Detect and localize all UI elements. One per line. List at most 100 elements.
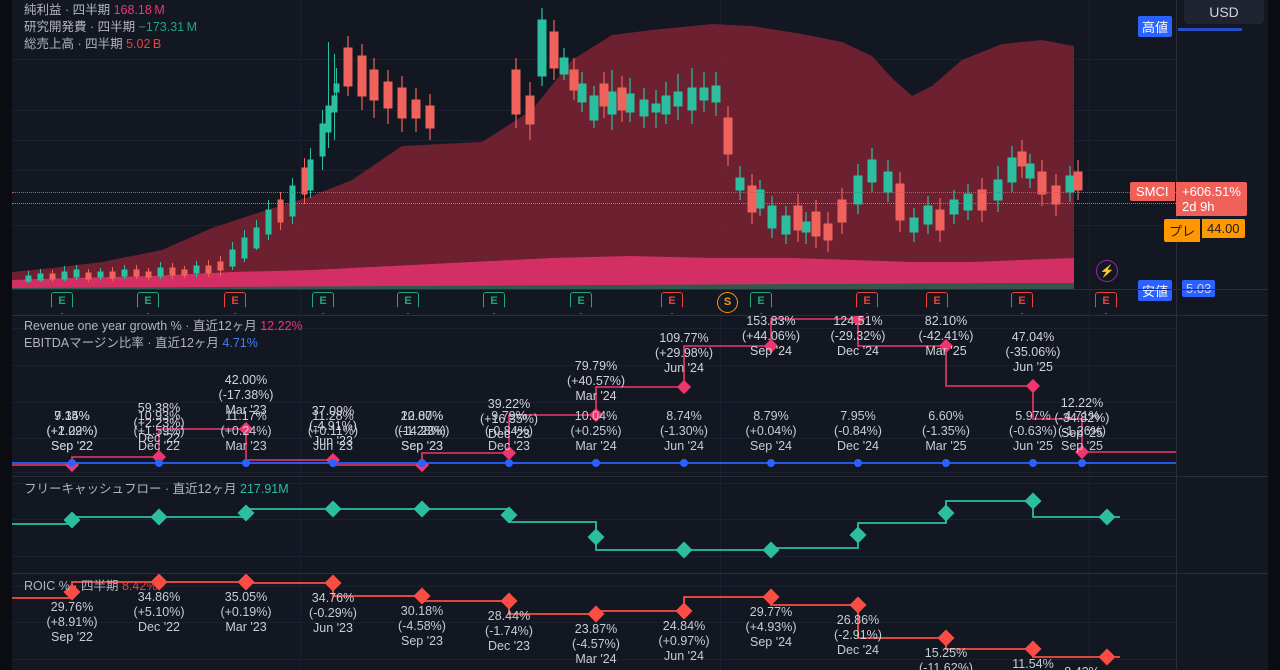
point-value: 11.28%	[312, 409, 354, 423]
legend-label: Revenue one year growth % · 直近12ヶ月	[24, 319, 257, 333]
point-period: Mar '24	[575, 389, 617, 403]
point-change: (+40.57%)	[566, 374, 626, 388]
premarket-badge-value[interactable]: 44.00	[1202, 219, 1245, 238]
point-value: 8.74%	[666, 409, 702, 423]
ebitda-margin-point-label: 8.74% (-1.30%) Jun '24	[660, 409, 708, 454]
point-change: (+44.06%)	[741, 329, 801, 343]
marker-glyph: E	[490, 295, 498, 307]
marker-glyph: E	[231, 295, 239, 307]
ebitda-margin-point-label: 9.34% (+2.22%) Sep '22	[46, 409, 97, 454]
point-period: Dec '22	[137, 431, 180, 445]
split-marker[interactable]: S	[717, 292, 738, 313]
point-value: 26.86%	[836, 613, 880, 627]
point-period: Dec '24	[837, 643, 879, 657]
point-change: (-34.82%)	[1054, 411, 1110, 425]
legend-label: 研究開発費 · 四半期	[24, 20, 136, 34]
earnings-marker-up[interactable]: E	[750, 292, 772, 314]
point-period: Mar '23	[225, 403, 267, 417]
ebitda-margin-point-label: 9.79% (-0.84%) Dec '23	[485, 409, 533, 454]
roic-legend: ROIC % · 四半期 8.42%	[24, 578, 157, 595]
earnings-marker-down[interactable]: E	[1095, 292, 1117, 314]
fcf-legend: フリーキャッシュフロー · 直近12ヶ月 217.91M	[24, 481, 289, 498]
point-change: (+29.98%)	[654, 346, 714, 360]
point-change: (-0.84%)	[834, 424, 882, 438]
earnings-marker-down[interactable]: E	[661, 292, 683, 314]
earnings-marker-up[interactable]: E	[483, 292, 505, 314]
point-value: 22.87%	[400, 409, 444, 423]
roic-point-label: 34.76% (-0.29%) Jun '23	[309, 591, 357, 636]
point-change: (+2.22%)	[46, 424, 98, 438]
point-period: Jun '24	[664, 439, 704, 453]
point-value: 47.04%	[1011, 330, 1055, 344]
legend-value: −173.31 M	[138, 20, 198, 34]
growth-pane[interactable]: 7.15% (+1.09%) Sep '22 59.38% (+2.23%) Dec '2…	[12, 316, 1176, 476]
legend-value: 217.91M	[240, 482, 289, 496]
earnings-marker-up[interactable]: E	[51, 292, 73, 314]
ebitda-margin-point-label: 5.97% (-0.63%) Jun '25	[1009, 409, 1057, 454]
point-value: 4.71%	[1064, 409, 1100, 423]
marker-glyph: E	[668, 295, 676, 307]
roic-point-label: 29.77% (+4.93%) Sep '24	[745, 605, 796, 650]
price-pane[interactable]: 純利益 · 四半期 168.18 M 研究開発費 · 四半期 −173.31 M…	[12, 0, 1176, 290]
marker-shape	[137, 292, 159, 314]
point-value: 35.05%	[224, 590, 268, 604]
point-period: Dec '23	[488, 439, 530, 453]
point-change: (-17.38%)	[218, 388, 274, 402]
point-value: 42.00%	[224, 373, 268, 387]
point-value: 79.79%	[574, 359, 618, 373]
earnings-marker-up[interactable]: E	[137, 292, 159, 314]
point-change: (-0.63%)	[1009, 424, 1057, 438]
earnings-marker-down[interactable]: E	[926, 292, 948, 314]
marker-glyph: E	[933, 295, 941, 307]
earnings-marker-up[interactable]: E	[312, 292, 334, 314]
point-period: Sep '22	[50, 630, 94, 644]
point-change: (+2.23%)	[133, 416, 185, 430]
point-period: Sep '23	[400, 439, 444, 453]
point-change: (-42.41%)	[918, 329, 974, 343]
symbol-badge-value[interactable]: +606.51% 2d 9h	[1176, 182, 1247, 216]
point-change: (+8.91%)	[46, 615, 98, 629]
point-change: (-0.29%)	[309, 606, 357, 620]
roic-point-label: 26.86% (-2.91%) Dec '24	[834, 613, 882, 658]
revenue-growth-point-label: 37.09% (-4.91%) Jun '23	[309, 404, 357, 449]
low-badge-key: 安値	[1138, 280, 1173, 301]
premarket-badge-key[interactable]: プレ	[1164, 219, 1201, 242]
currency-chip[interactable]: USD	[1184, 0, 1264, 24]
earnings-marker-down[interactable]: E	[856, 292, 878, 314]
marker-shape	[397, 292, 419, 314]
point-change: (-1.26%)	[1058, 424, 1106, 438]
point-change: (-14.23%)	[394, 424, 450, 438]
marker-glyph: E	[1018, 295, 1026, 307]
earnings-marker-down[interactable]: E	[1011, 292, 1033, 314]
point-change: (+0.11%)	[307, 424, 359, 438]
lightning-icon[interactable]: ⚡	[1096, 260, 1118, 282]
point-change: (-0.84%)	[485, 424, 533, 438]
marker-shape	[750, 292, 772, 314]
point-value: 11.17%	[225, 409, 267, 423]
ebitda-margin-point-label: 11.28% (+0.11%) Jun '23	[308, 409, 358, 454]
earnings-marker-up[interactable]: E	[570, 292, 592, 314]
point-period: Jun '23	[313, 621, 353, 635]
roic-point-label: 11.54%(-3.70%)Jun '25	[1009, 657, 1057, 670]
point-period: Sep '24	[749, 635, 793, 649]
fcf-chart-svg	[12, 492, 1120, 559]
earnings-marker-up[interactable]: E	[397, 292, 419, 314]
earnings-marker-down[interactable]: E	[224, 292, 246, 314]
symbol-badge-key[interactable]: SMCI	[1130, 182, 1175, 201]
point-value: 59.38%	[137, 401, 181, 415]
roic-chart-svg	[12, 574, 1120, 666]
growth-chart-svg	[12, 316, 1176, 473]
legend-value: 168.18 M	[113, 3, 165, 17]
point-value: 7.95%	[840, 409, 876, 423]
point-value: 9.79%	[491, 409, 527, 423]
marker-shape	[661, 292, 683, 314]
legend-label: 総売上高 · 四半期	[24, 37, 123, 51]
fcf-pane[interactable]: フリーキャッシュフロー · 直近12ヶ月 217.91M	[12, 477, 1176, 573]
roic-pane[interactable]: 29.76% (+8.91%) Sep '22 34.86% (+5.10%) Dec '…	[12, 574, 1176, 670]
price-axis[interactable]	[1176, 0, 1268, 670]
point-period: Sep '23	[400, 439, 443, 453]
roic-point-label: 29.76% (+8.91%) Sep '22	[46, 600, 97, 645]
marker-shape	[926, 292, 948, 314]
price-chart-svg	[12, 8, 1083, 290]
point-period: Jun '25	[1013, 360, 1053, 374]
